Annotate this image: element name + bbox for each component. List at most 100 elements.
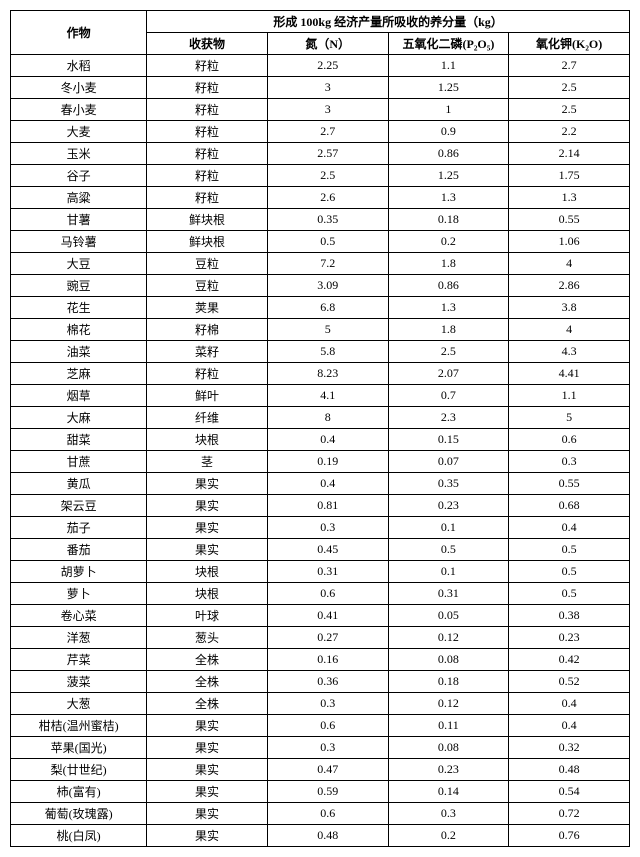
crop-cell: 大麻 — [11, 407, 147, 429]
potassium-cell: 0.6 — [509, 429, 630, 451]
potassium-cell: 2.14 — [509, 143, 630, 165]
table-body: 水稻籽粒2.251.12.7冬小麦籽粒31.252.5春小麦籽粒312.5大麦籽… — [11, 55, 630, 847]
harvest-cell: 块根 — [147, 429, 268, 451]
harvest-cell: 茎 — [147, 451, 268, 473]
crop-cell: 棉花 — [11, 319, 147, 341]
table-row: 芹菜全株0.160.080.42 — [11, 649, 630, 671]
nitrogen-header: 氮（N） — [267, 33, 388, 55]
harvest-cell: 籽粒 — [147, 121, 268, 143]
potassium-cell: 2.2 — [509, 121, 630, 143]
phosphorus-cell: 1.1 — [388, 55, 509, 77]
nitrogen-cell: 0.59 — [267, 781, 388, 803]
phosphorus-cell: 0.86 — [388, 275, 509, 297]
harvest-cell: 块根 — [147, 583, 268, 605]
nitrogen-cell: 0.19 — [267, 451, 388, 473]
table-row: 大麻纤维82.35 — [11, 407, 630, 429]
nitrogen-cell: 0.81 — [267, 495, 388, 517]
phosphorus-cell: 0.2 — [388, 231, 509, 253]
table-row: 萝卜块根0.60.310.5 — [11, 583, 630, 605]
nitrogen-cell: 5 — [267, 319, 388, 341]
crop-cell: 桃(白凤) — [11, 825, 147, 847]
harvest-cell: 籽粒 — [147, 187, 268, 209]
potassium-cell: 5 — [509, 407, 630, 429]
table-row: 油菜菜籽5.82.54.3 — [11, 341, 630, 363]
nitrogen-cell: 6.8 — [267, 297, 388, 319]
harvest-cell: 籽粒 — [147, 55, 268, 77]
harvest-cell: 籽粒 — [147, 165, 268, 187]
potassium-header: 氧化钾(K₂O) — [509, 33, 630, 55]
crop-cell: 玉米 — [11, 143, 147, 165]
phosphorus-cell: 0.23 — [388, 495, 509, 517]
phosphorus-cell: 0.1 — [388, 561, 509, 583]
crop-cell: 番茄 — [11, 539, 147, 561]
crop-cell: 梨(廿世纪) — [11, 759, 147, 781]
table-row: 胡萝卜块根0.310.10.5 — [11, 561, 630, 583]
potassium-cell: 0.38 — [509, 605, 630, 627]
table-row: 高粱籽粒2.61.31.3 — [11, 187, 630, 209]
phosphorus-header: 五氧化二磷(P₂O₅) — [388, 33, 509, 55]
nitrogen-cell: 0.41 — [267, 605, 388, 627]
nitrogen-cell: 0.47 — [267, 759, 388, 781]
potassium-cell: 2.5 — [509, 77, 630, 99]
potassium-cell: 2.7 — [509, 55, 630, 77]
table-row: 马铃薯鲜块根0.50.21.06 — [11, 231, 630, 253]
phosphorus-cell: 0.14 — [388, 781, 509, 803]
phosphorus-cell: 1.25 — [388, 77, 509, 99]
potassium-cell: 0.4 — [509, 715, 630, 737]
potassium-cell: 1.3 — [509, 187, 630, 209]
phosphorus-cell: 0.15 — [388, 429, 509, 451]
table-row: 架云豆果实0.810.230.68 — [11, 495, 630, 517]
phosphorus-cell: 0.18 — [388, 209, 509, 231]
nitrogen-cell: 2.6 — [267, 187, 388, 209]
harvest-cell: 籽粒 — [147, 77, 268, 99]
phosphorus-cell: 2.5 — [388, 341, 509, 363]
crop-cell: 萝卜 — [11, 583, 147, 605]
harvest-cell: 果实 — [147, 737, 268, 759]
phosphorus-cell: 0.31 — [388, 583, 509, 605]
nitrogen-cell: 0.48 — [267, 825, 388, 847]
harvest-cell: 果实 — [147, 495, 268, 517]
nitrogen-cell: 8 — [267, 407, 388, 429]
crop-cell: 架云豆 — [11, 495, 147, 517]
potassium-cell: 0.72 — [509, 803, 630, 825]
phosphorus-cell: 0.2 — [388, 825, 509, 847]
harvest-cell: 果实 — [147, 473, 268, 495]
harvest-cell: 荚果 — [147, 297, 268, 319]
harvest-cell: 鲜块根 — [147, 209, 268, 231]
table-row: 冬小麦籽粒31.252.5 — [11, 77, 630, 99]
phosphorus-cell: 2.3 — [388, 407, 509, 429]
crop-cell: 茄子 — [11, 517, 147, 539]
harvest-cell: 果实 — [147, 517, 268, 539]
table-row: 茄子果实0.30.10.4 — [11, 517, 630, 539]
table-row: 柑桔(温州蜜桔)果实0.60.110.4 — [11, 715, 630, 737]
phosphorus-cell: 0.7 — [388, 385, 509, 407]
table-row: 芝麻籽粒8.232.074.41 — [11, 363, 630, 385]
phosphorus-cell: 1.25 — [388, 165, 509, 187]
phosphorus-cell: 0.23 — [388, 759, 509, 781]
table-row: 豌豆豆粒3.090.862.86 — [11, 275, 630, 297]
crop-cell: 胡萝卜 — [11, 561, 147, 583]
table-row: 甘薯鲜块根0.350.180.55 — [11, 209, 630, 231]
potassium-cell: 3.8 — [509, 297, 630, 319]
table-row: 玉米籽粒2.570.862.14 — [11, 143, 630, 165]
potassium-cell: 2.86 — [509, 275, 630, 297]
harvest-cell: 籽粒 — [147, 363, 268, 385]
crop-cell: 谷子 — [11, 165, 147, 187]
harvest-cell: 籽粒 — [147, 99, 268, 121]
harvest-cell: 豆粒 — [147, 253, 268, 275]
crop-cell: 大豆 — [11, 253, 147, 275]
potassium-cell: 1.75 — [509, 165, 630, 187]
phosphorus-cell: 1.3 — [388, 187, 509, 209]
table-row: 葡萄(玫瑰露)果实0.60.30.72 — [11, 803, 630, 825]
harvest-cell: 果实 — [147, 759, 268, 781]
phosphorus-cell: 0.08 — [388, 737, 509, 759]
nitrogen-cell: 4.1 — [267, 385, 388, 407]
potassium-cell: 0.52 — [509, 671, 630, 693]
table-row: 花生荚果6.81.33.8 — [11, 297, 630, 319]
crop-cell: 大葱 — [11, 693, 147, 715]
harvest-cell: 叶球 — [147, 605, 268, 627]
harvest-cell: 全株 — [147, 649, 268, 671]
crop-cell: 冬小麦 — [11, 77, 147, 99]
potassium-cell: 0.54 — [509, 781, 630, 803]
phosphorus-cell: 0.3 — [388, 803, 509, 825]
